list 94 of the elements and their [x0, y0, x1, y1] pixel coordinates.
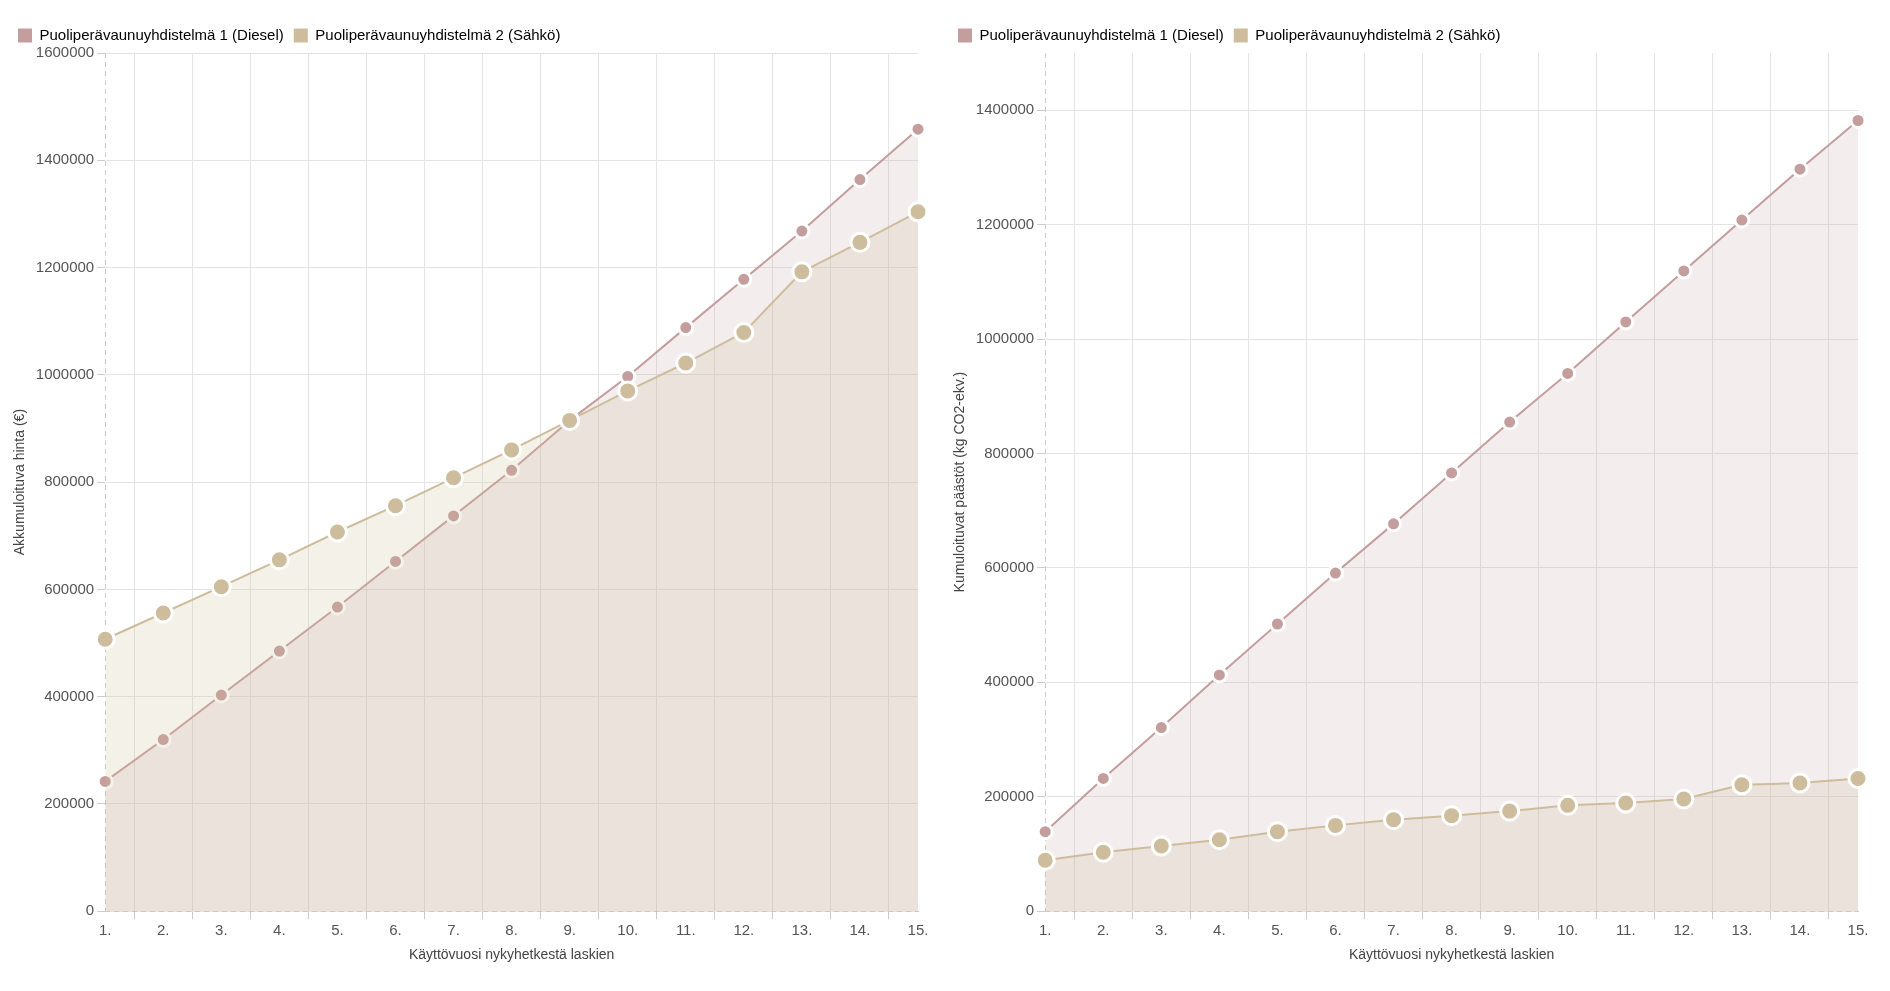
x-tick-label: 10.	[617, 921, 639, 939]
x-tick-label: 7.	[1387, 921, 1400, 939]
point	[851, 171, 869, 189]
y-tick-label: 800000	[44, 472, 95, 490]
point	[501, 439, 523, 461]
point	[1733, 211, 1751, 229]
point	[1150, 835, 1172, 857]
legend-label: Puoliperävaunuyhdistelmä 2 (Sähkö)	[1255, 25, 1501, 43]
x-tick-label: 1.	[1038, 921, 1052, 939]
y-tick-label: 1000000	[975, 329, 1035, 347]
y-tick-label: 400000	[984, 672, 1035, 690]
point	[849, 231, 871, 253]
point	[94, 628, 116, 650]
point	[1617, 313, 1635, 331]
x-tick-label: 2.	[1097, 921, 1110, 939]
y-tick-label: 1600000	[35, 43, 95, 61]
point	[443, 467, 465, 489]
point	[1266, 821, 1288, 843]
x-tick-label: 8.	[1445, 921, 1458, 939]
x-tick-label: 2.	[157, 921, 170, 939]
x-tick-label: 5.	[331, 921, 344, 939]
y-tick-label: 1200000	[35, 257, 95, 275]
x-tick-label: 13.	[1731, 921, 1753, 939]
x-tick-label: 1.	[98, 921, 112, 939]
x-tick-label: 3.	[1155, 921, 1168, 939]
x-tick-label: 15.	[1847, 921, 1869, 939]
x-tick-label: 9.	[1503, 921, 1516, 939]
point	[1092, 841, 1114, 863]
x-tick-label: 4.	[273, 921, 286, 939]
y-tick-label: 600000	[44, 579, 95, 597]
x-tick-label: 12.	[1673, 921, 1695, 939]
point	[1675, 262, 1693, 280]
x-tick-label: 11.	[1615, 921, 1636, 939]
y-tick-label: 200000	[984, 786, 1035, 804]
point	[326, 521, 348, 543]
point	[677, 319, 695, 337]
x-tick-label: 3.	[215, 921, 228, 939]
point	[1383, 809, 1405, 831]
x-tick-label: 4.	[1213, 921, 1226, 939]
point	[675, 352, 697, 374]
point	[1731, 774, 1753, 796]
x-axis-title: Käyttövuosi nykyhetkestä laskien	[408, 946, 615, 963]
x-tick-label: 9.	[563, 921, 576, 939]
point	[1034, 849, 1056, 871]
y-tick-label: 1200000	[975, 214, 1035, 232]
y-tick-label: 1400000	[975, 100, 1035, 118]
y-axis-title: Akkumuloituva hinta (€)	[11, 408, 28, 556]
point	[1385, 515, 1403, 533]
point	[1441, 805, 1463, 827]
x-tick-label: 14.	[1789, 921, 1811, 939]
y-tick-label: 200000	[44, 794, 95, 812]
point	[793, 222, 811, 240]
y-tick-label: 800000	[984, 443, 1035, 461]
x-tick-label: 14.	[849, 921, 871, 939]
x-axis-title: Käyttövuosi nykyhetkestä laskien	[1348, 946, 1555, 963]
x-tick-label: 5.	[1271, 921, 1284, 939]
point	[384, 495, 406, 517]
y-tick-label: 1400000	[35, 150, 95, 168]
point	[1673, 788, 1695, 810]
legend-label: Puoliperävaunuyhdistelmä 1 (Diesel)	[39, 25, 284, 43]
y-tick-label: 0	[85, 901, 95, 919]
x-tick-label: 11.	[675, 921, 696, 939]
point	[1443, 464, 1461, 482]
point	[268, 549, 290, 571]
point	[1789, 772, 1811, 794]
y-tick-label: 400000	[44, 686, 95, 704]
point	[1557, 794, 1579, 816]
x-tick-label: 12.	[733, 921, 755, 939]
y-axis-title: Kumuloituvat päästöt (kg CO2-ekv.)	[951, 371, 968, 593]
y-tick-label: 1000000	[35, 364, 95, 382]
x-tick-label: 13.	[791, 921, 813, 939]
point	[152, 602, 174, 624]
point	[1152, 719, 1170, 737]
point	[1324, 814, 1346, 836]
x-tick-label: 10.	[1557, 921, 1579, 939]
point	[907, 201, 929, 223]
point	[1847, 767, 1869, 789]
x-tick-label: 6.	[389, 921, 402, 939]
point	[1615, 792, 1637, 814]
x-tick-label: 6.	[1329, 921, 1342, 939]
legend-label: Puoliperävaunuyhdistelmä 2 (Sähkö)	[315, 25, 561, 43]
x-tick-label: 15.	[907, 921, 929, 939]
point	[791, 261, 813, 283]
legend-label: Puoliperävaunuyhdistelmä 1 (Diesel)	[979, 25, 1224, 43]
point	[1208, 829, 1230, 851]
point	[733, 321, 755, 343]
y-tick-label: 600000	[984, 558, 1035, 576]
point	[210, 576, 232, 598]
point	[617, 380, 639, 402]
point	[1499, 800, 1521, 822]
x-tick-label: 7.	[447, 921, 460, 939]
y-tick-label: 0	[1025, 901, 1035, 919]
point	[154, 731, 172, 749]
x-tick-label: 8.	[505, 921, 518, 939]
